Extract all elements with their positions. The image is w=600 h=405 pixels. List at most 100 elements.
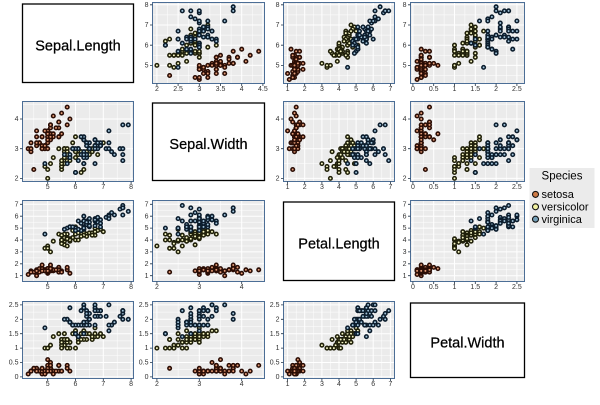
svg-text:4: 4	[337, 184, 341, 191]
svg-text:5: 5	[145, 63, 149, 70]
svg-text:5: 5	[403, 225, 407, 232]
svg-text:2: 2	[15, 316, 19, 323]
svg-text:0.5: 0.5	[429, 284, 439, 291]
svg-text:versicolor: versicolor	[542, 201, 589, 213]
svg-text:7: 7	[15, 201, 19, 208]
svg-text:8: 8	[403, 2, 407, 9]
svg-text:virginica: virginica	[542, 214, 583, 226]
svg-text:6: 6	[74, 184, 78, 191]
svg-text:3: 3	[320, 86, 324, 93]
svg-text:2: 2	[303, 184, 307, 191]
svg-text:7: 7	[388, 86, 392, 93]
svg-text:3: 3	[197, 381, 201, 388]
svg-text:6: 6	[276, 42, 280, 49]
svg-text:1: 1	[286, 184, 290, 191]
svg-text:6: 6	[145, 213, 149, 220]
svg-text:1: 1	[453, 184, 457, 191]
svg-text:1.5: 1.5	[270, 331, 280, 338]
svg-text:Petal.Length: Petal.Length	[298, 236, 379, 252]
svg-text:3: 3	[403, 146, 407, 153]
svg-text:3: 3	[145, 249, 149, 256]
svg-text:5: 5	[15, 225, 19, 232]
svg-text:2: 2	[403, 261, 407, 268]
svg-text:6: 6	[15, 213, 19, 220]
svg-text:0.5: 0.5	[270, 360, 280, 367]
svg-text:1.5: 1.5	[470, 284, 480, 291]
svg-text:8: 8	[129, 284, 133, 291]
svg-text:setosa: setosa	[542, 189, 575, 201]
svg-text:7: 7	[403, 201, 407, 208]
svg-text:2.5: 2.5	[270, 302, 280, 309]
svg-text:0: 0	[411, 284, 415, 291]
svg-text:7: 7	[403, 22, 407, 29]
svg-text:4: 4	[276, 116, 280, 123]
svg-text:5: 5	[46, 381, 50, 388]
svg-text:7: 7	[145, 201, 149, 208]
svg-text:2: 2	[303, 381, 307, 388]
svg-text:6: 6	[403, 213, 407, 220]
svg-text:3: 3	[276, 146, 280, 153]
svg-text:1: 1	[453, 284, 457, 291]
svg-text:2: 2	[303, 86, 307, 93]
svg-text:4: 4	[403, 237, 407, 244]
svg-text:5: 5	[46, 284, 50, 291]
svg-text:1: 1	[276, 345, 280, 352]
svg-text:3: 3	[320, 381, 324, 388]
svg-text:2.5: 2.5	[139, 302, 149, 309]
svg-text:0.5: 0.5	[9, 360, 19, 367]
svg-text:3: 3	[15, 249, 19, 256]
svg-text:4: 4	[337, 86, 341, 93]
svg-text:8: 8	[129, 184, 133, 191]
svg-text:1: 1	[145, 345, 149, 352]
svg-text:8: 8	[129, 381, 133, 388]
svg-text:6: 6	[403, 42, 407, 49]
svg-text:6: 6	[371, 184, 375, 191]
svg-text:1: 1	[15, 345, 19, 352]
svg-text:1: 1	[403, 273, 407, 280]
svg-text:0: 0	[411, 86, 415, 93]
svg-text:2.5: 2.5	[512, 284, 522, 291]
svg-text:6: 6	[74, 381, 78, 388]
svg-text:6: 6	[371, 86, 375, 93]
svg-text:0: 0	[276, 374, 280, 381]
svg-text:1.5: 1.5	[470, 184, 480, 191]
svg-text:3: 3	[197, 86, 201, 93]
svg-text:1: 1	[145, 273, 149, 280]
svg-text:4: 4	[337, 381, 341, 388]
svg-text:2: 2	[276, 316, 280, 323]
svg-text:4: 4	[240, 86, 244, 93]
svg-text:3: 3	[320, 184, 324, 191]
svg-text:0: 0	[15, 374, 19, 381]
svg-text:Sepal.Length: Sepal.Length	[35, 38, 120, 54]
svg-text:2: 2	[403, 176, 407, 183]
svg-text:7: 7	[145, 22, 149, 29]
svg-text:5: 5	[354, 381, 358, 388]
svg-text:4: 4	[240, 381, 244, 388]
svg-text:Petal.Width: Petal.Width	[430, 335, 504, 351]
svg-text:1: 1	[15, 273, 19, 280]
svg-text:6: 6	[74, 284, 78, 291]
svg-text:Sepal.Width: Sepal.Width	[169, 137, 247, 153]
svg-text:3: 3	[403, 249, 407, 256]
svg-text:7: 7	[101, 381, 105, 388]
svg-text:7: 7	[276, 22, 280, 29]
svg-text:2: 2	[155, 86, 159, 93]
svg-text:4.5: 4.5	[258, 86, 268, 93]
svg-text:2.5: 2.5	[173, 86, 183, 93]
svg-text:2.5: 2.5	[9, 302, 19, 309]
svg-text:2: 2	[494, 184, 498, 191]
svg-text:4: 4	[240, 284, 244, 291]
svg-text:2: 2	[155, 381, 159, 388]
svg-text:0.5: 0.5	[429, 184, 439, 191]
svg-text:2.5: 2.5	[512, 86, 522, 93]
svg-text:Species: Species	[542, 171, 583, 183]
svg-text:7: 7	[101, 284, 105, 291]
svg-text:2: 2	[494, 284, 498, 291]
svg-text:2: 2	[276, 176, 280, 183]
svg-text:5: 5	[46, 184, 50, 191]
svg-text:3: 3	[15, 146, 19, 153]
svg-text:2: 2	[15, 261, 19, 268]
svg-text:0.5: 0.5	[429, 86, 439, 93]
svg-text:4: 4	[15, 116, 19, 123]
svg-text:5: 5	[354, 184, 358, 191]
